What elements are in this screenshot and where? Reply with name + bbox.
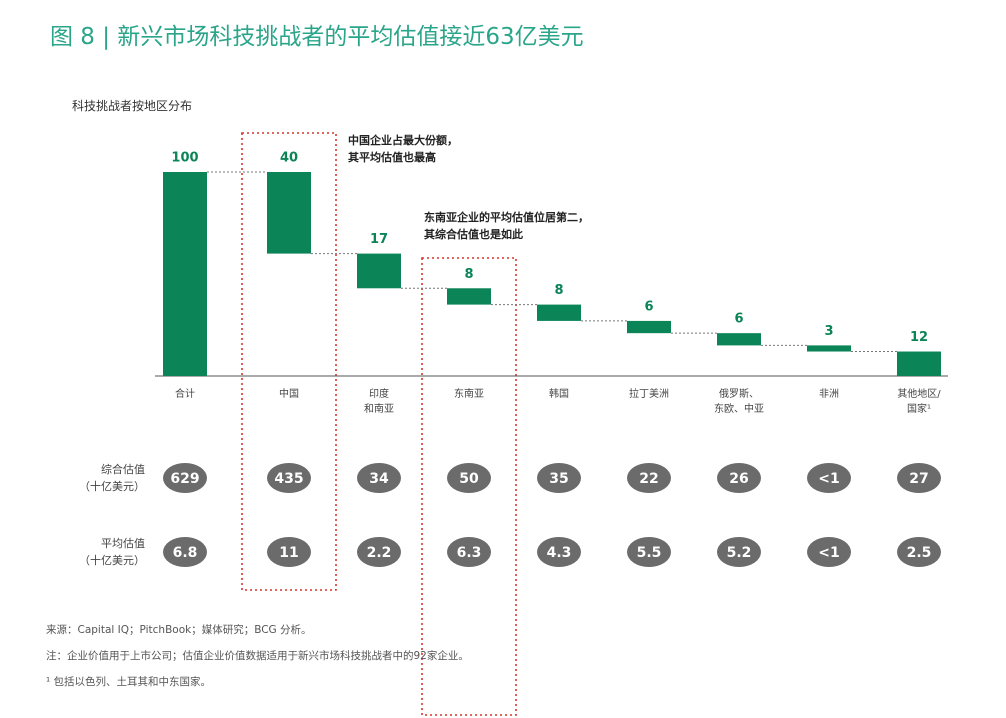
badge [447, 463, 491, 493]
value-label: 12 [910, 330, 928, 345]
badge [627, 463, 671, 493]
chart-title: 图 8 | 新兴市场科技挑战者的平均估值接近63亿美元 [50, 24, 584, 50]
bar [807, 345, 851, 352]
badge [267, 537, 311, 567]
badge [537, 537, 581, 567]
value-label: 40 [280, 151, 298, 166]
category-label: 拉丁美洲 [629, 389, 669, 400]
badge [717, 537, 761, 567]
bar [357, 253, 401, 289]
badge-text: 2.2 [367, 545, 392, 561]
badge [357, 537, 401, 567]
value-label: 100 [171, 151, 198, 166]
badge-text: 5.5 [637, 545, 662, 561]
bar [537, 304, 581, 321]
value-label: 6 [734, 312, 743, 327]
badge-text: <1 [818, 471, 839, 487]
bar [267, 172, 311, 254]
badge-text: 27 [909, 471, 928, 487]
bar [897, 351, 941, 376]
badge [163, 463, 207, 493]
row-label: 平均估值 （十亿美元） [79, 537, 145, 567]
category-label: 东南亚 [454, 389, 484, 400]
badge-text: <1 [818, 545, 839, 561]
value-label: 8 [464, 267, 473, 282]
badge [897, 537, 941, 567]
badge [627, 537, 671, 567]
category-label: 俄罗斯、 东欧、中亚 [714, 389, 764, 415]
badge-text: 435 [274, 471, 303, 487]
badge [807, 463, 851, 493]
badge-text: 5.2 [727, 545, 752, 561]
badge [447, 537, 491, 567]
value-label: 3 [824, 324, 833, 339]
badge [897, 463, 941, 493]
footnote: ¹ 包括以色列、土耳其和中东国家。 [46, 676, 212, 688]
annotation: 中国企业占最大份额， 其平均估值也最高 [348, 134, 458, 164]
category-label: 中国 [279, 389, 299, 400]
badge-text: 50 [459, 471, 479, 487]
value-label: 8 [554, 283, 563, 298]
badge-text: 4.3 [547, 545, 572, 561]
value-label: 6 [644, 299, 653, 314]
badge-text: 22 [639, 471, 658, 487]
badge-text: 34 [369, 471, 389, 487]
badge [717, 463, 761, 493]
footnote: 来源：Capital IQ；PitchBook；媒体研究；BCG 分析。 [46, 624, 312, 636]
footnote: 注：企业价值用于上市公司；估值企业价值数据适用于新兴市场科技挑战者中的92家企业… [46, 650, 469, 662]
category-label: 非洲 [819, 389, 839, 400]
badge-text: 6.3 [457, 545, 482, 561]
chart-subtitle: 科技挑战者按地区分布 [72, 99, 193, 113]
category-label: 合计 [175, 389, 195, 400]
badge-text: 6.8 [173, 545, 198, 561]
badge [357, 463, 401, 493]
badge [807, 537, 851, 567]
badge-text: 2.5 [907, 545, 932, 561]
highlight-box [421, 257, 517, 716]
badge-text: 35 [549, 471, 568, 487]
badge [267, 463, 311, 493]
category-label: 韩国 [549, 389, 569, 400]
annotation: 东南亚企业的平均估值位居第二， 其综合估值也是如此 [424, 211, 589, 241]
badge [163, 537, 207, 567]
bar [163, 172, 207, 376]
highlight-box [241, 132, 337, 591]
badge [537, 463, 581, 493]
category-label: 其他地区/ 国家¹ [897, 389, 941, 415]
bar [447, 288, 491, 305]
bar [717, 333, 761, 346]
value-label: 17 [370, 232, 388, 247]
row-label: 综合估值 （十亿美元） [79, 463, 145, 493]
bar [627, 320, 671, 334]
category-label: 印度 和南亚 [364, 389, 394, 415]
badge-text: 11 [279, 545, 298, 561]
badge-text: 629 [170, 471, 199, 487]
badge-text: 26 [729, 471, 748, 487]
